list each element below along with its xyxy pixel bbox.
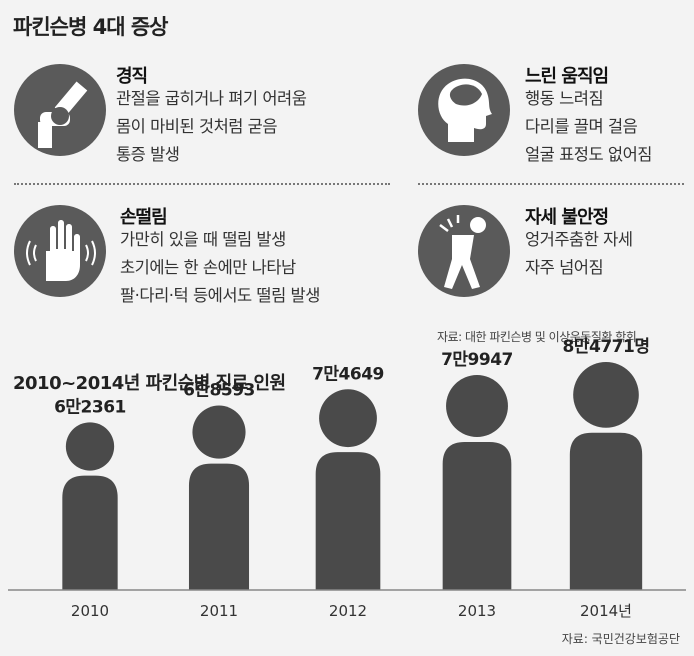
x-tick-label: 2014년 (580, 602, 632, 620)
unstable-posture-icon (418, 205, 510, 297)
symptom-heading: 손떨림 (120, 207, 168, 228)
data-label: 7만9947 (441, 350, 513, 370)
symptom-heading: 자세 불안정 (525, 207, 609, 228)
symptom-lines: 가만히 있을 때 떨림 발생 초기에는 한 손에만 나타남 팔·다리·턱 등에서… (120, 230, 320, 305)
symptom-heading: 느린 움직임 (525, 66, 609, 87)
bar-body-2011 (188, 463, 250, 590)
data-label: 6만2361 (54, 397, 126, 417)
divider-right (418, 183, 684, 185)
source-top: 자료: 대한 파킨슨병 및 이상운동질환 학회 (437, 330, 637, 344)
divider-left (14, 183, 390, 185)
bar-head-2013 (446, 375, 508, 437)
data-label: 8만4771명 (563, 337, 650, 357)
bar-body-2014년 (569, 432, 643, 590)
bar-head-2010 (65, 422, 115, 471)
chart-title: 2010~2014년 파킨슨병 진료 인원 (13, 373, 286, 394)
bar-head-2014년 (573, 362, 639, 428)
x-tick-label: 2013 (458, 602, 496, 620)
bar-body-2012 (315, 452, 381, 590)
bar-body-2013 (442, 441, 512, 590)
x-tick-label: 2010 (71, 602, 109, 620)
x-tick-label: 2012 (329, 602, 367, 620)
trembling-hand-icon (14, 205, 106, 297)
knee-joint-icon (14, 64, 106, 156)
bar-head-2011 (192, 405, 246, 459)
symptom-lines: 엉거주춤한 자세 자주 넘어짐 (525, 230, 633, 277)
head-brain-icon (418, 64, 510, 156)
data-label: 6만8593 (183, 381, 255, 401)
bar-body-2010 (62, 475, 118, 590)
symptom-heading: 경직 (116, 66, 148, 87)
page-title: 파킨슨병 4대 증상 (13, 15, 168, 39)
symptom-lines: 행동 느려짐 다리를 끌며 걸음 얼굴 표정도 없어짐 (525, 89, 652, 164)
bar-head-2012 (319, 389, 377, 448)
x-tick-label: 2011 (200, 602, 238, 620)
symptom-lines: 관절을 굽히거나 펴기 어려움 몸이 마비된 것처럼 굳음 통증 발생 (116, 89, 307, 164)
data-label: 7만4649 (312, 364, 384, 384)
chart-source: 자료: 국민건강보험공단 (562, 632, 680, 646)
